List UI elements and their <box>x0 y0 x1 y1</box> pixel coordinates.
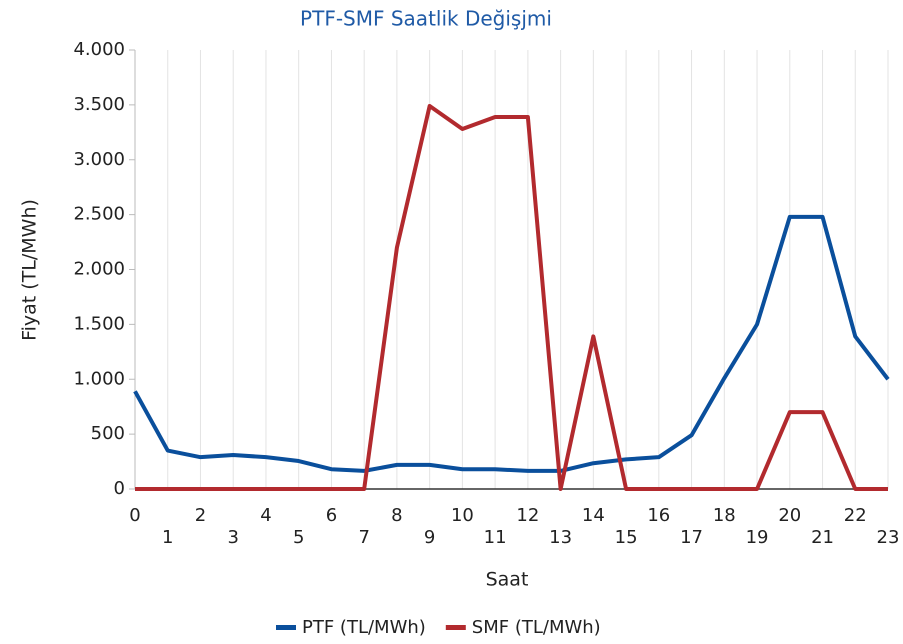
y-tick-label: 1.000 <box>73 368 125 389</box>
x-tick-label: 15 <box>615 527 638 548</box>
y-tick-label: 2.000 <box>73 259 125 280</box>
x-tick-label: 2 <box>195 505 206 526</box>
x-tick-label: 1 <box>162 527 173 548</box>
x-tick-label: 23 <box>877 527 900 548</box>
x-tick-label: 22 <box>844 505 867 526</box>
x-tick-label: 17 <box>680 527 703 548</box>
x-tick-label: 6 <box>326 505 337 526</box>
x-tick-label: 8 <box>391 505 402 526</box>
x-tick-label: 21 <box>811 527 834 548</box>
x-tick-label: 0 <box>129 505 140 526</box>
y-axis-label: Fiyat (TL/MWh) <box>19 199 41 341</box>
y-tick-label: 4.000 <box>73 39 125 60</box>
legend-label: SMF (TL/MWh) <box>472 617 601 638</box>
x-tick-label: 20 <box>778 505 801 526</box>
line-series <box>135 103 888 491</box>
y-tick-label: 2.500 <box>73 204 125 225</box>
y-tick-label: 0 <box>114 478 125 499</box>
x-tick-label: 9 <box>424 527 435 548</box>
line-series <box>133 214 890 473</box>
y-tick-label: 3.500 <box>73 94 125 115</box>
x-tick-label: 3 <box>227 527 238 548</box>
legend-label: PTF (TL/MWh) <box>302 617 426 638</box>
x-tick-label: 14 <box>582 505 605 526</box>
y-tick-label: 1.500 <box>73 313 125 334</box>
x-tick-label: 13 <box>549 527 572 548</box>
x-tick-label: 11 <box>484 527 507 548</box>
chart-title: PTF-SMF Saatlik Değişjmi <box>300 7 552 31</box>
legend-swatch <box>445 625 466 630</box>
x-tick-label: 5 <box>293 527 304 548</box>
y-tick-label: 500 <box>91 423 125 444</box>
x-tick-label: 18 <box>713 505 736 526</box>
x-tick-label: 19 <box>746 527 769 548</box>
legend-swatch <box>276 625 296 630</box>
x-tick-label: 16 <box>647 505 670 526</box>
y-tick-label: 3.000 <box>73 149 125 170</box>
x-tick-label: 12 <box>516 505 539 526</box>
x-tick-label: 7 <box>358 527 369 548</box>
x-tick-label: 10 <box>451 505 474 526</box>
x-axis-label: Saat <box>486 569 529 591</box>
x-tick-label: 4 <box>260 505 271 526</box>
